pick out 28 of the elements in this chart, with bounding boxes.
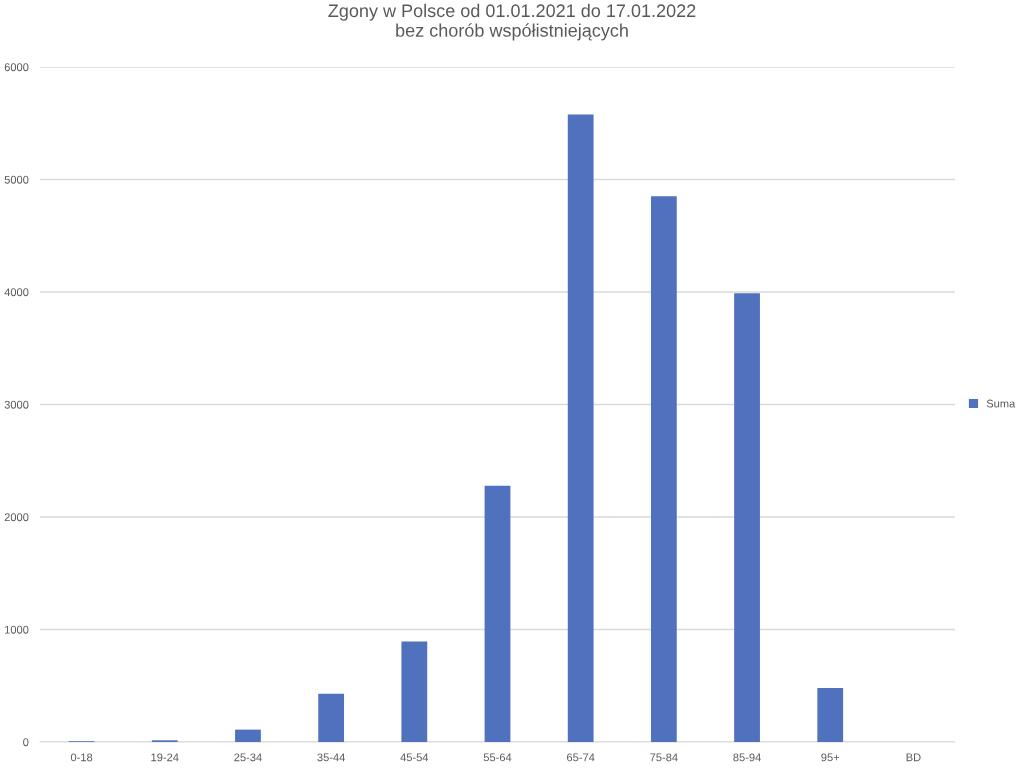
y-tick-label: 4000 bbox=[4, 288, 29, 297]
y-tick-label: 2000 bbox=[4, 513, 29, 522]
x-tick-label: 85-94 bbox=[733, 753, 761, 762]
bar bbox=[567, 114, 594, 742]
x-tick-label: 0-18 bbox=[70, 753, 93, 762]
y-tick-label: 5000 bbox=[4, 175, 29, 184]
chart-title: Zgony w Polsce od 01.01.2021 do 17.01.2022 bez chorób współistniejących bbox=[328, 3, 696, 41]
y-tick-label: 3000 bbox=[4, 400, 29, 409]
x-tick-label: 75-84 bbox=[650, 753, 678, 762]
y-tick-label: 0 bbox=[23, 738, 29, 747]
x-tick-label: 19-24 bbox=[151, 753, 179, 762]
bar bbox=[734, 293, 760, 742]
x-tick-label: 65-74 bbox=[567, 753, 595, 762]
y-tick-label: 1000 bbox=[5, 625, 29, 634]
bar bbox=[235, 729, 261, 742]
bar bbox=[484, 485, 511, 742]
x-tick-label: 55-64 bbox=[483, 753, 512, 762]
x-tick-label: BD bbox=[906, 753, 921, 762]
x-tick-label: 95+ bbox=[821, 753, 840, 762]
bar bbox=[817, 688, 844, 742]
bar bbox=[401, 641, 428, 742]
x-tick-label: 45-54 bbox=[400, 753, 429, 762]
x-tick-label: 35-44 bbox=[317, 753, 346, 762]
y-tick-label: 6000 bbox=[4, 63, 29, 72]
bar bbox=[650, 196, 677, 742]
legend-label: Suma bbox=[986, 399, 1016, 408]
x-tick-label: 25-34 bbox=[234, 753, 262, 762]
bar bbox=[318, 693, 345, 742]
